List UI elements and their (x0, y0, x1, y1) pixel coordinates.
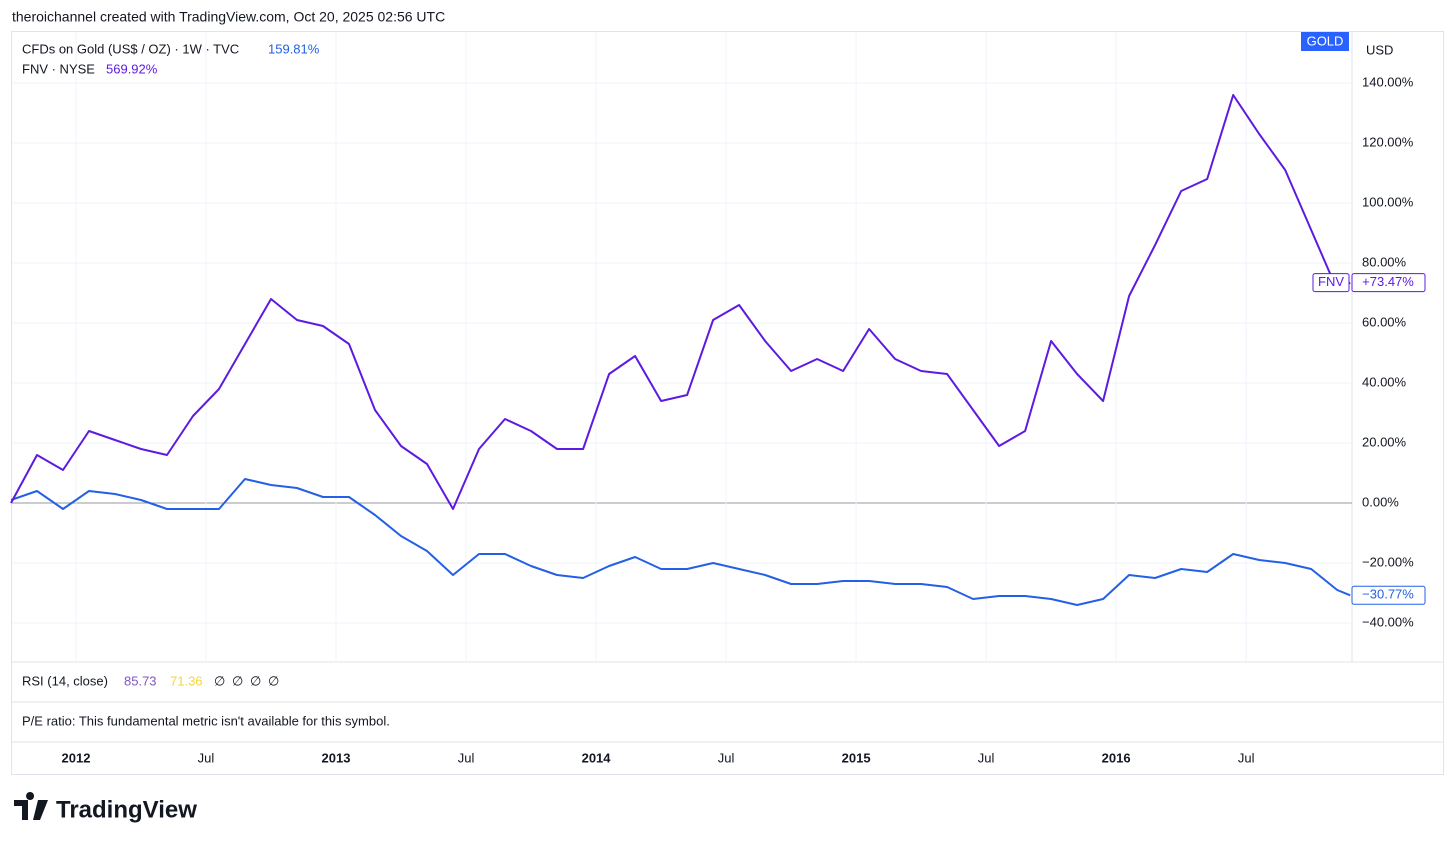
series-badge (1312, 273, 1350, 293)
plot (10, 94, 1351, 606)
series-badge-text: FNV (1318, 274, 1344, 289)
y-tick-label: 0.00% (1362, 494, 1399, 509)
y-tick-label: 20.00% (1362, 434, 1407, 449)
legend-fnv: FNV · NYSE (22, 61, 95, 76)
x-tick-label: 2015 (842, 750, 871, 765)
end-label: −30.77% (1362, 587, 1414, 602)
end-label: +73.47% (1362, 274, 1414, 289)
brand-name: TradingView (56, 796, 197, 823)
x-tick-label: Jul (458, 750, 475, 765)
currency: USD (1366, 42, 1393, 57)
y-tick-label: 100.00% (1362, 194, 1414, 209)
rsi-placeholder: ∅ (250, 673, 261, 688)
x-tick-label: 2012 (62, 750, 91, 765)
x-tick-label: 2016 (1102, 750, 1131, 765)
legend-gold-value: 159.81% (268, 41, 320, 56)
y-tick-label: 60.00% (1362, 314, 1407, 329)
x-tick-label: 2014 (582, 750, 612, 765)
x-tick-label: 2013 (322, 750, 351, 765)
rsi-label: RSI (14, close) (22, 673, 108, 688)
symbol-badge-text: GOLD (1307, 33, 1344, 48)
y-tick-label: −40.00% (1362, 614, 1414, 629)
y-tick-label: 40.00% (1362, 374, 1407, 389)
x-tick-label: Jul (1238, 750, 1255, 765)
axes: −40.00% −20.00% 0.00% 20.00% 40.00% 60.00% 80.… (62, 74, 1426, 765)
chart-frame (11, 31, 1444, 775)
x-tick-label: Jul (198, 750, 215, 765)
series-line (10, 478, 1351, 606)
brand-logo (14, 792, 48, 820)
y-tick-label: −20.00% (1362, 554, 1414, 569)
end-label-box (1351, 585, 1426, 605)
rsi-value: 85.73 (124, 673, 157, 688)
rsi-value: 71.36 (170, 673, 203, 688)
rsi-placeholder: ∅ (232, 673, 243, 688)
x-tick-label: Jul (978, 750, 995, 765)
rsi-placeholder: ∅ (214, 673, 225, 688)
x-tick-label: Jul (718, 750, 735, 765)
legend-gold: CFDs on Gold (US$ / OZ) · 1W · TVC (22, 41, 239, 56)
series-line (10, 94, 1351, 510)
end-label-box (1351, 273, 1426, 293)
legend-fnv-value: 569.92% (106, 61, 158, 76)
y-tick-label: 80.00% (1362, 254, 1407, 269)
y-tick-label: 140.00% (1362, 74, 1414, 89)
pe-note: P/E ratio: This fundamental metric isn't… (22, 713, 390, 728)
y-tick-label: 120.00% (1362, 134, 1414, 149)
grid (12, 32, 1352, 662)
symbol-badge (1301, 32, 1349, 51)
header: theroichannel created with TradingView.c… (12, 9, 445, 25)
rsi-placeholder: ∅ (268, 673, 279, 688)
